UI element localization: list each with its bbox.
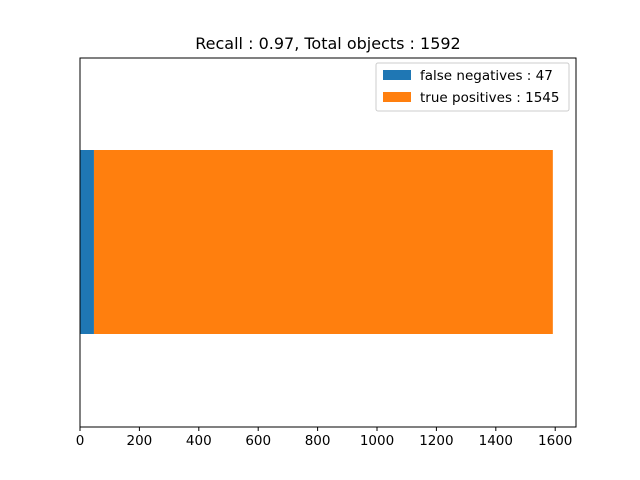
- plot-frame: [79, 57, 577, 428]
- x-tick-label: 1200: [419, 433, 453, 449]
- x-tick-label: 1600: [538, 433, 572, 449]
- x-tick-label: 1400: [479, 433, 513, 449]
- x-tick-label: 1000: [360, 433, 394, 449]
- x-tick-label: 800: [305, 433, 331, 449]
- legend: false negatives : 47 true positives : 15…: [375, 62, 570, 112]
- bar-segment-0: [80, 150, 94, 334]
- bar-segment-1: [93, 150, 553, 334]
- bars-group: [80, 150, 553, 334]
- legend-label-true-positives: true positives : 1545: [420, 90, 559, 106]
- x-tick-label: 200: [127, 433, 153, 449]
- legend-swatch-false-negatives: [383, 70, 411, 80]
- x-tick-label: 600: [245, 433, 271, 449]
- legend-box: [375, 62, 570, 112]
- legend-label-false-negatives: false negatives : 47: [420, 68, 553, 84]
- legend-swatch-true-positives: [383, 92, 411, 102]
- x-tick-label: 400: [186, 433, 212, 449]
- chart-title: Recall : 0.97, Total objects : 1592: [195, 34, 460, 53]
- x-axis-ticks: 0 200 400 600 800 1000 1200 1400 1600: [76, 427, 572, 449]
- x-tick-label: 0: [76, 433, 85, 449]
